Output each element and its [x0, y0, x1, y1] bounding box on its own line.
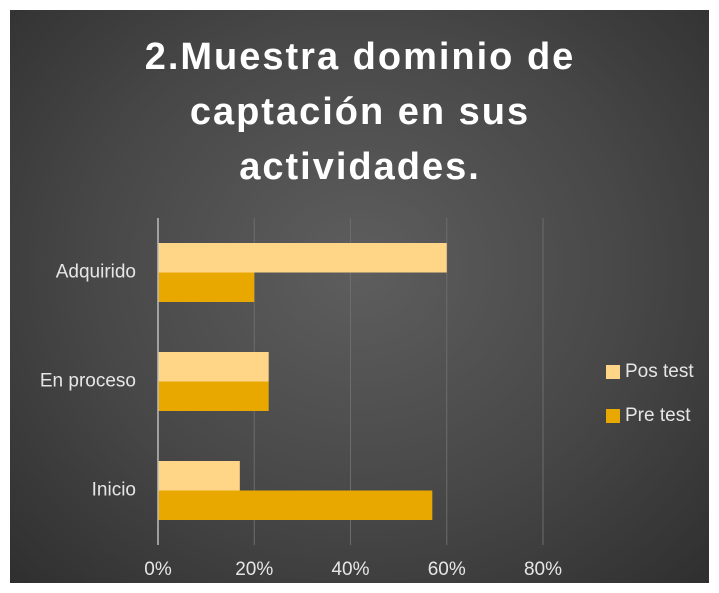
y-tick-label: Adquirido	[56, 262, 136, 283]
legend-swatch	[606, 365, 620, 379]
bar	[158, 490, 433, 520]
x-tick-label: 80%	[524, 559, 562, 580]
legend-swatch	[606, 409, 620, 423]
bar	[158, 381, 269, 411]
x-tick-label: 40%	[331, 559, 369, 580]
legend-label: Pos test	[625, 361, 694, 382]
bar	[158, 272, 255, 302]
x-tick-label: 60%	[428, 559, 466, 580]
y-tick-label: Inicio	[92, 480, 136, 501]
legend-label: Pre test	[625, 405, 691, 426]
bar	[158, 352, 269, 382]
x-tick-label: 20%	[235, 559, 273, 580]
chart-background	[10, 10, 709, 583]
chart-title: 2.Muestra dominio de captación en sus ac…	[144, 36, 576, 188]
bar	[158, 461, 240, 491]
y-tick-label: En proceso	[40, 371, 136, 392]
bar	[158, 243, 447, 273]
x-tick-label: 0%	[144, 559, 172, 580]
